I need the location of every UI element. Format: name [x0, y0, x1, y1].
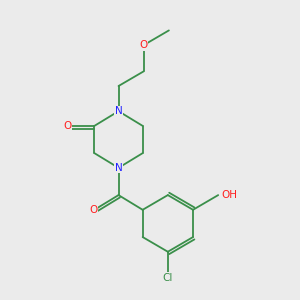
Text: N: N: [115, 163, 122, 173]
Text: OH: OH: [221, 190, 237, 200]
Text: N: N: [115, 106, 122, 116]
Text: O: O: [89, 205, 98, 215]
Text: O: O: [140, 40, 148, 50]
Text: Cl: Cl: [163, 273, 173, 283]
Text: O: O: [63, 121, 71, 131]
